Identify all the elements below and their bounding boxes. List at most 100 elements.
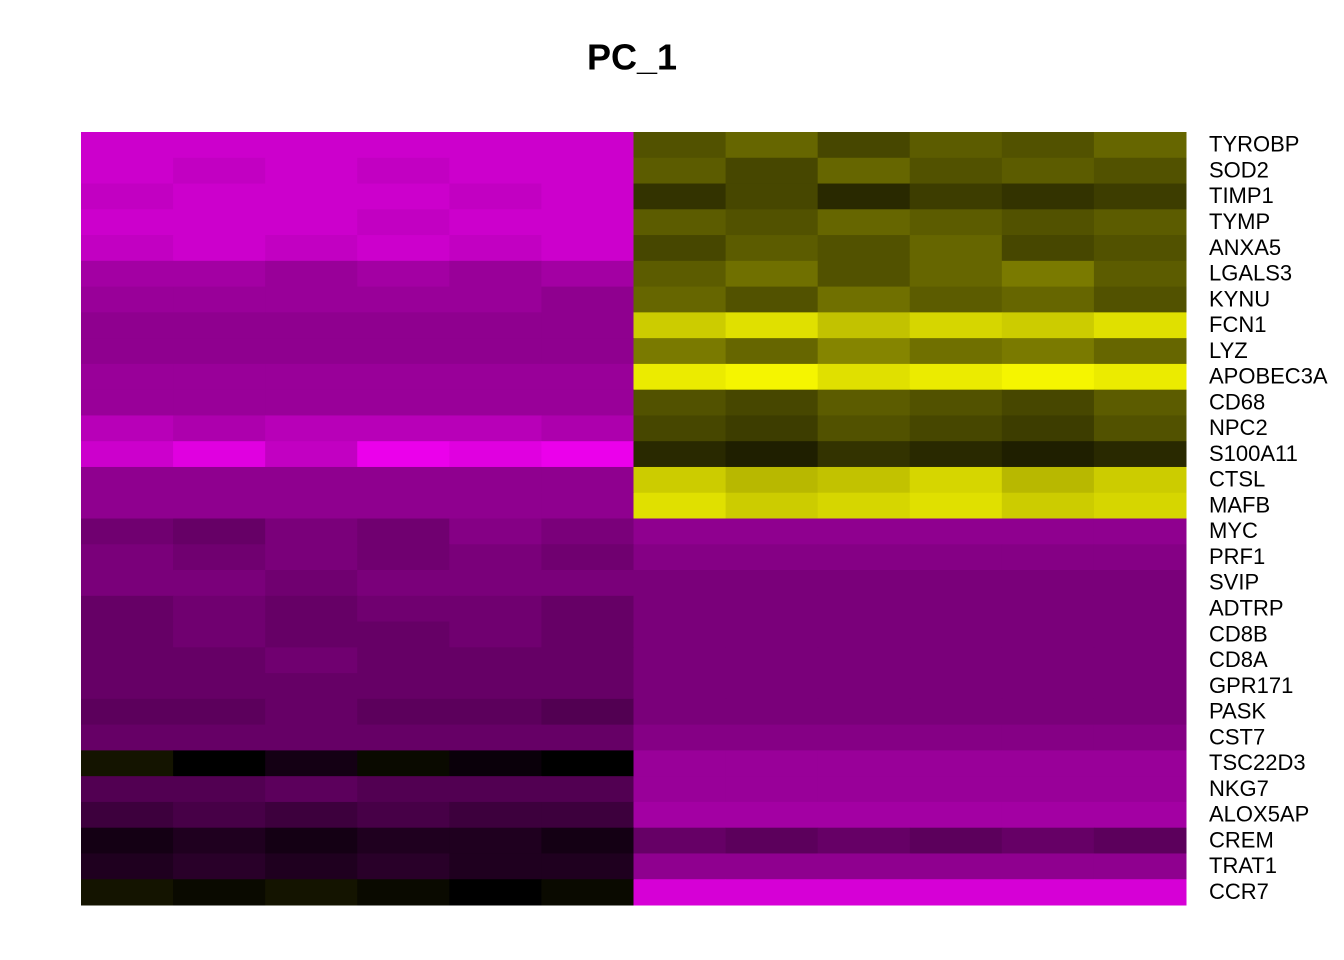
row-label: SOD2 — [1209, 157, 1269, 182]
heatmap-cell — [541, 209, 634, 236]
heatmap-cell — [265, 673, 358, 700]
heatmap-cell — [541, 647, 634, 674]
heatmap-cell — [541, 286, 634, 313]
heatmap-cell — [1093, 363, 1187, 391]
row-label: S100A11 — [1209, 441, 1298, 466]
heatmap-cell — [633, 698, 727, 726]
heatmap-cell — [541, 157, 634, 185]
heatmap-cell — [173, 209, 266, 236]
heatmap-cell — [1093, 801, 1187, 829]
heatmap-cell — [541, 544, 634, 571]
heatmap-cell — [1001, 621, 1095, 648]
heatmap-cell — [81, 157, 174, 185]
heatmap-cell — [449, 698, 542, 726]
heatmap-cell — [725, 595, 819, 623]
heatmap-cell — [265, 466, 358, 494]
heatmap-cell — [357, 260, 450, 288]
heatmap-cell — [357, 183, 450, 210]
heatmap-cell — [909, 235, 1003, 262]
heatmap-cell — [909, 570, 1003, 597]
heatmap-cell — [357, 338, 450, 365]
heatmap-cell — [81, 544, 174, 571]
heatmap-cell — [81, 466, 174, 494]
heatmap-cell — [1001, 570, 1095, 597]
heatmap-cell — [817, 518, 911, 545]
heatmap-cell — [1001, 853, 1095, 880]
heatmap-cell — [633, 183, 727, 210]
heatmap-cell — [725, 338, 819, 365]
row-label: CST7 — [1209, 724, 1265, 749]
heatmap-cell — [173, 595, 266, 623]
heatmap-cell — [909, 132, 1003, 159]
heatmap-cell — [265, 595, 358, 623]
heatmap-cell — [357, 235, 450, 262]
heatmap-cell — [173, 801, 266, 829]
heatmap-cell — [817, 183, 911, 210]
heatmap-cell — [1093, 621, 1187, 648]
heatmap-cell — [449, 853, 542, 880]
heatmap-cell — [541, 415, 634, 442]
heatmap-cell — [357, 492, 450, 519]
heatmap-cell — [817, 724, 911, 751]
heatmap-cell — [909, 183, 1003, 210]
row-label: PRF1 — [1209, 544, 1265, 569]
heatmap-cell — [173, 853, 266, 880]
heatmap-cell — [817, 776, 911, 803]
heatmap-cell — [265, 518, 358, 545]
heatmap-cell — [633, 312, 727, 339]
heatmap-cell — [633, 441, 727, 468]
heatmap-cell — [81, 415, 174, 442]
heatmap-cell — [725, 235, 819, 262]
heatmap-cell — [1001, 724, 1095, 751]
heatmap-cell — [265, 853, 358, 880]
heatmap-cell — [173, 183, 266, 210]
heatmap-cell — [173, 776, 266, 803]
heatmap-cell — [357, 801, 450, 829]
heatmap-cell — [449, 363, 542, 391]
heatmap-cell — [725, 466, 819, 494]
row-label: MYC — [1209, 518, 1258, 543]
heatmap-cell — [449, 827, 542, 854]
heatmap-cell — [81, 750, 174, 777]
heatmap-cell — [81, 209, 174, 236]
heatmap-cell — [725, 132, 819, 159]
heatmap-cell — [817, 312, 911, 339]
row-label: ADTRP — [1209, 595, 1284, 620]
heatmap-cell — [909, 595, 1003, 623]
heatmap-cell — [357, 879, 450, 906]
heatmap-cell — [81, 776, 174, 803]
heatmap-cell — [725, 415, 819, 442]
heatmap-cell — [1001, 827, 1095, 854]
heatmap-cell — [541, 132, 634, 159]
heatmap-cell — [817, 235, 911, 262]
heatmap-cell — [1001, 673, 1095, 700]
heatmap-cell — [81, 363, 174, 391]
heatmap-cell — [1001, 338, 1095, 365]
heatmap-cell — [265, 286, 358, 313]
heatmap-cell — [449, 673, 542, 700]
heatmap-cell — [1093, 466, 1187, 494]
row-label: TRAT1 — [1209, 853, 1277, 878]
heatmap-cell — [909, 673, 1003, 700]
heatmap-cell — [633, 389, 727, 416]
heatmap-cell — [1001, 260, 1095, 288]
heatmap-cell — [909, 827, 1003, 854]
heatmap-cell — [265, 492, 358, 519]
heatmap-cell — [173, 338, 266, 365]
heatmap-cell — [1093, 157, 1187, 185]
row-label: TIMP1 — [1209, 183, 1274, 208]
heatmap-cell — [1093, 132, 1187, 159]
heatmap-cell — [449, 518, 542, 545]
heatmap-cell — [265, 132, 358, 159]
heatmap-cell — [817, 673, 911, 700]
heatmap-cell — [633, 132, 727, 159]
heatmap-cell — [449, 544, 542, 571]
heatmap-cell — [909, 801, 1003, 829]
heatmap-cell — [1093, 827, 1187, 854]
heatmap-cell — [817, 132, 911, 159]
heatmap-cell — [909, 750, 1003, 777]
heatmap-cell — [357, 466, 450, 494]
heatmap-cell — [265, 724, 358, 751]
heatmap-cell — [633, 673, 727, 700]
heatmap-cell — [541, 673, 634, 700]
